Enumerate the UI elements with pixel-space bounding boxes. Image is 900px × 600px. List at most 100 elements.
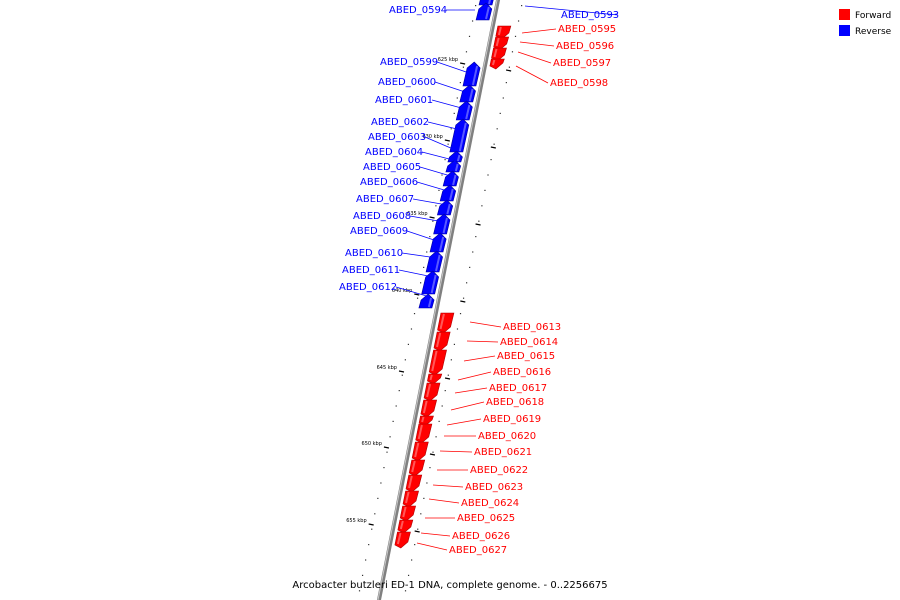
gene-abed-0627[interactable] bbox=[394, 531, 411, 549]
gene-label[interactable]: ABED_0612 bbox=[339, 282, 397, 293]
gene-abed-0613[interactable] bbox=[437, 312, 455, 334]
gene-label[interactable]: ABED_0618 bbox=[486, 397, 544, 408]
gene-leader-line bbox=[432, 484, 464, 488]
gene-abed-0608[interactable] bbox=[433, 213, 451, 235]
gene-label[interactable]: ABED_0615 bbox=[497, 351, 555, 362]
gene-abed-0595[interactable] bbox=[495, 25, 512, 40]
gene-label[interactable]: ABED_0600 bbox=[378, 77, 436, 88]
gene-label[interactable]: ABED_0623 bbox=[465, 482, 523, 493]
gene-label[interactable]: ABED_0601 bbox=[375, 95, 433, 106]
gene-label[interactable]: ABED_0620 bbox=[478, 431, 536, 442]
scale-tick-minor bbox=[453, 112, 455, 114]
scale-tick-label: 640 kbp bbox=[392, 288, 412, 294]
gene-highlight bbox=[435, 332, 442, 348]
gene-label[interactable]: ABED_0602 bbox=[371, 117, 429, 128]
gene-label[interactable]: ABED_0598 bbox=[550, 78, 608, 89]
gene-label[interactable]: ABED_0617 bbox=[489, 383, 547, 394]
gene-label[interactable]: ABED_0609 bbox=[350, 226, 408, 237]
gene-abed-0620[interactable] bbox=[415, 423, 433, 444]
gene-label[interactable]: ABED_0619 bbox=[483, 414, 541, 425]
gene-label[interactable]: ABED_0597 bbox=[553, 58, 611, 69]
gene-abed-0594[interactable] bbox=[475, 2, 493, 21]
gene-label[interactable]: ABED_0610 bbox=[345, 248, 403, 259]
gene-label[interactable]: ABED_0614 bbox=[500, 337, 558, 348]
gene-abed-0612[interactable] bbox=[418, 293, 435, 309]
gene-leader-line bbox=[457, 371, 492, 381]
gene-leader-line bbox=[466, 340, 499, 343]
gene-abed-0598[interactable] bbox=[489, 58, 505, 70]
gene-label[interactable]: ABED_0603 bbox=[368, 132, 426, 143]
gene-abed-0601[interactable] bbox=[455, 100, 473, 121]
gene-label[interactable]: ABED_0605 bbox=[363, 162, 421, 173]
gene-abed-0607[interactable] bbox=[436, 199, 454, 216]
gene-label[interactable]: ABED_0624 bbox=[461, 498, 519, 509]
scale-tick-major bbox=[383, 446, 390, 449]
gene-abed-0623[interactable] bbox=[405, 474, 423, 493]
gene-abed-0624[interactable] bbox=[402, 490, 419, 508]
gene-label[interactable]: ABED_0625 bbox=[457, 513, 515, 524]
gene-leader-line bbox=[517, 51, 552, 64]
gene-label[interactable]: ABED_0611 bbox=[342, 265, 400, 276]
gene-label[interactable]: ABED_0627 bbox=[449, 545, 507, 556]
gene-highlight bbox=[493, 48, 498, 58]
gene-abed-0618[interactable] bbox=[420, 399, 438, 418]
gene-abed-0622[interactable] bbox=[408, 459, 426, 477]
gene-abed-0597[interactable] bbox=[491, 47, 507, 62]
scale-tick-major bbox=[429, 216, 435, 219]
gene-abed-0625[interactable] bbox=[399, 505, 417, 522]
gene-abed-0600[interactable] bbox=[459, 84, 476, 103]
gene-leader-line bbox=[450, 401, 485, 411]
gene-label[interactable]: ABED_0595 bbox=[558, 24, 616, 35]
gene-abed-0617[interactable] bbox=[423, 382, 441, 402]
gene-label[interactable]: ABED_0594 bbox=[389, 5, 447, 16]
gene-abed-0610[interactable] bbox=[425, 250, 443, 273]
gene-label[interactable]: ABED_0596 bbox=[556, 41, 614, 52]
gene-abed-0606[interactable] bbox=[439, 184, 457, 202]
gene-abed-0611[interactable] bbox=[421, 270, 439, 295]
gene-label[interactable]: ABED_0607 bbox=[356, 194, 414, 205]
gene-abed-0614[interactable] bbox=[433, 331, 451, 352]
gene-label[interactable]: ABED_0593 bbox=[561, 10, 619, 21]
gene-abed-0619[interactable] bbox=[418, 415, 434, 427]
scale-tick-minor bbox=[475, 236, 477, 238]
backbone-highlight bbox=[377, 0, 498, 600]
gene-highlight bbox=[456, 154, 461, 162]
gene-label[interactable]: ABED_0608 bbox=[353, 211, 411, 222]
gene-highlight bbox=[458, 122, 467, 152]
scale-tick-minor bbox=[435, 436, 437, 438]
gene-leader-line bbox=[419, 166, 455, 178]
scale-tick-minor bbox=[423, 497, 425, 499]
scale-tick-minor bbox=[481, 205, 483, 207]
scale-tick-minor bbox=[383, 467, 385, 469]
gene-abed-0626[interactable] bbox=[397, 519, 414, 534]
scale-tick-minor bbox=[420, 513, 422, 515]
gene-label[interactable]: ABED_0613 bbox=[503, 322, 561, 333]
scale-tick-minor bbox=[462, 297, 465, 299]
gene-label[interactable]: ABED_0621 bbox=[474, 447, 532, 458]
gene-label[interactable]: ABED_0626 bbox=[452, 531, 510, 542]
scale-tick-minor bbox=[398, 390, 400, 392]
gene-highlight bbox=[497, 26, 502, 36]
gene-abed-0596[interactable] bbox=[493, 36, 510, 51]
gene-abed-0615[interactable] bbox=[428, 349, 447, 376]
gene-abed-0605[interactable] bbox=[442, 170, 459, 187]
gene-highlight bbox=[429, 374, 433, 381]
gene-leader-line bbox=[416, 181, 452, 193]
gene-label[interactable]: ABED_0622 bbox=[470, 465, 528, 476]
gene-label[interactable]: ABED_0599 bbox=[380, 57, 438, 68]
scale-tick-minor bbox=[499, 112, 501, 114]
gene-label[interactable]: ABED_0606 bbox=[360, 177, 418, 188]
scale-tick-minor bbox=[432, 220, 434, 222]
gene-abed-0621[interactable] bbox=[411, 441, 429, 462]
scale-tick-minor bbox=[456, 328, 459, 330]
gene-label[interactable]: ABED_0604 bbox=[365, 147, 423, 158]
scale-tick-minor bbox=[441, 405, 443, 407]
gene-label[interactable]: ABED_0616 bbox=[493, 367, 551, 378]
gene-abed-0609[interactable] bbox=[429, 232, 447, 253]
scale-tick-minor bbox=[453, 343, 456, 345]
gene-highlight bbox=[485, 6, 490, 20]
scale-tick-label: 645 kbp bbox=[377, 365, 397, 371]
gene-abed-0616[interactable] bbox=[427, 373, 443, 385]
scale-tick-major bbox=[444, 139, 450, 142]
legend-forward-label: Forward bbox=[855, 11, 891, 21]
